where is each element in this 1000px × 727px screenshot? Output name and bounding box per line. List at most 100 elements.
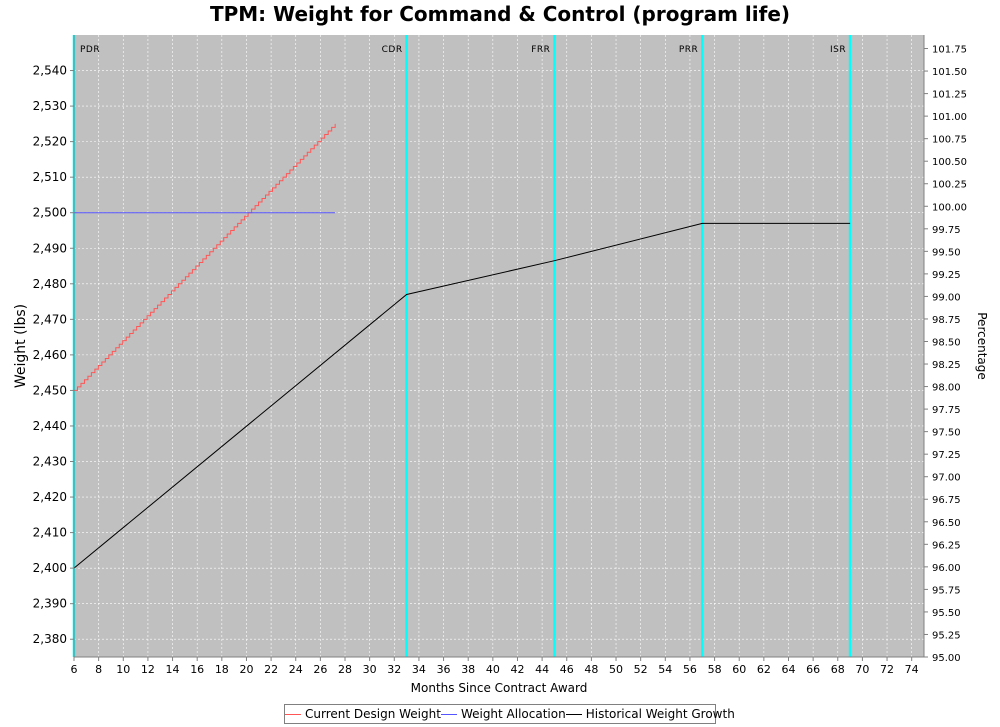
x-tick-label: 22 — [264, 663, 278, 676]
legend-label: Historical Weight Growth — [585, 707, 735, 721]
x-tick-label: 20 — [239, 663, 253, 676]
y-tick-label: 2,470 — [33, 312, 67, 326]
x-tick-label: 34 — [412, 663, 426, 676]
series-line — [73, 222, 851, 569]
y2-tick-label: 99.50 — [932, 247, 961, 258]
y2-tick-label: 95.00 — [932, 653, 961, 664]
y2-tick-label: 95.75 — [932, 585, 961, 596]
legend-label: Current Design Weight — [305, 707, 441, 721]
y2-tick-label: 96.25 — [932, 540, 961, 551]
x-tick-label: 16 — [190, 663, 204, 676]
y2-tick-label: 98.75 — [932, 315, 961, 326]
x-tick-label: 74 — [905, 663, 919, 676]
x-tick-label: 36 — [437, 663, 451, 676]
x-tick-label: 50 — [609, 663, 623, 676]
x-tick-label: 56 — [683, 663, 697, 676]
series-line — [74, 123, 336, 391]
y2-tick-label: 100.50 — [932, 157, 967, 168]
x-tick-label: 72 — [880, 663, 894, 676]
legend-label: Weight Allocation — [460, 707, 566, 721]
y2-tick-label: 95.50 — [932, 608, 961, 619]
y2-tick-label: 96.00 — [932, 563, 961, 574]
x-tick-label: 30 — [363, 663, 377, 676]
x-tick-label: 10 — [116, 663, 130, 676]
plot-area — [74, 35, 924, 657]
x-tick-label: 64 — [781, 663, 795, 676]
y2-tick-label: 101.75 — [932, 45, 967, 56]
milestone-label: CDR — [382, 45, 403, 55]
x-tick-label: 8 — [95, 663, 102, 676]
y2-tick-label: 97.50 — [932, 428, 961, 439]
y-tick-label: 2,430 — [33, 455, 67, 469]
y-tick-label: 2,520 — [33, 135, 67, 149]
y2-tick-label: 96.75 — [932, 495, 961, 506]
y-tick-label: 2,440 — [33, 419, 67, 433]
x-tick-label: 62 — [757, 663, 771, 676]
x-tick-label: 60 — [732, 663, 746, 676]
y2-tick-label: 95.25 — [932, 630, 961, 641]
legend-item: Weight Allocation — [440, 707, 566, 721]
x-tick-label: 24 — [289, 663, 303, 676]
x-tick-label: 18 — [215, 663, 229, 676]
x-tick-label: 54 — [658, 663, 672, 676]
x-tick-label: 44 — [535, 663, 549, 676]
y-tick-label: 2,400 — [33, 561, 67, 575]
x-tick-label: 46 — [560, 663, 574, 676]
x-tick-label: 66 — [806, 663, 820, 676]
y2-tick-label: 100.25 — [932, 180, 967, 191]
x-tick-label: 6 — [71, 663, 78, 676]
y2-tick-label: 98.25 — [932, 360, 961, 371]
y-tick-label: 2,480 — [33, 277, 67, 291]
x-tick-label: 68 — [831, 663, 845, 676]
y2-tick-label: 97.25 — [932, 450, 961, 461]
y2-tick-label: 99.75 — [932, 225, 961, 236]
y2-tick-label: 98.50 — [932, 337, 961, 348]
x-tick-label: 38 — [461, 663, 475, 676]
x-tick-label: 14 — [166, 663, 180, 676]
y-tick-label: 2,410 — [33, 526, 67, 540]
x-tick-label: 28 — [338, 663, 352, 676]
y2-tick-label: 101.00 — [932, 112, 967, 123]
x-tick-label: 58 — [708, 663, 722, 676]
y-axis-label: Weight (lbs) — [13, 304, 29, 388]
x-tick-label: 40 — [486, 663, 500, 676]
legend-swatch — [285, 713, 301, 715]
legend-item: Current Design Weight — [285, 707, 441, 721]
x-tick-label: 12 — [141, 663, 155, 676]
milestone-label: PRR — [679, 45, 698, 55]
legend-swatch — [440, 713, 457, 715]
milestone-label: ISR — [830, 45, 846, 55]
y2-tick-label: 98.00 — [932, 383, 961, 394]
legend-swatch — [565, 713, 582, 715]
chart-title: TPM: Weight for Command & Control (progr… — [209, 2, 791, 26]
y2-tick-label: 96.50 — [932, 518, 961, 529]
x-tick-label: 32 — [387, 663, 401, 676]
milestone-label: PDR — [80, 45, 100, 55]
x-tick-label: 42 — [510, 663, 524, 676]
y2-tick-label: 99.00 — [932, 292, 961, 303]
x-tick-label: 52 — [634, 663, 648, 676]
y2-tick-label: 101.50 — [932, 67, 967, 78]
y-tick-label: 2,540 — [33, 64, 67, 78]
y-tick-label: 2,490 — [33, 241, 67, 255]
x-tick-label: 26 — [313, 663, 327, 676]
x-axis-label: Months Since Contract Award — [411, 681, 588, 695]
y2-tick-label: 100.75 — [932, 135, 967, 146]
y2-tick-label: 99.25 — [932, 270, 961, 281]
x-tick-label: 70 — [855, 663, 869, 676]
y-tick-label: 2,510 — [33, 170, 67, 184]
y2-axis-label: Percentage — [975, 312, 989, 380]
y-tick-label: 2,500 — [33, 206, 67, 220]
y-tick-label: 2,450 — [33, 383, 67, 397]
chart-legend: Current Design Weight Weight Allocation Hi… — [284, 704, 735, 724]
x-tick-label: 48 — [584, 663, 598, 676]
y-tick-label: 2,380 — [33, 632, 67, 646]
y-tick-label: 2,390 — [33, 597, 67, 611]
milestone-label: FRR — [531, 45, 550, 55]
y-tick-label: 2,460 — [33, 348, 67, 362]
y-tick-label: 2,530 — [33, 99, 67, 113]
y2-tick-label: 97.00 — [932, 473, 961, 484]
y2-tick-label: 100.00 — [932, 202, 967, 213]
y2-tick-label: 97.75 — [932, 405, 961, 416]
